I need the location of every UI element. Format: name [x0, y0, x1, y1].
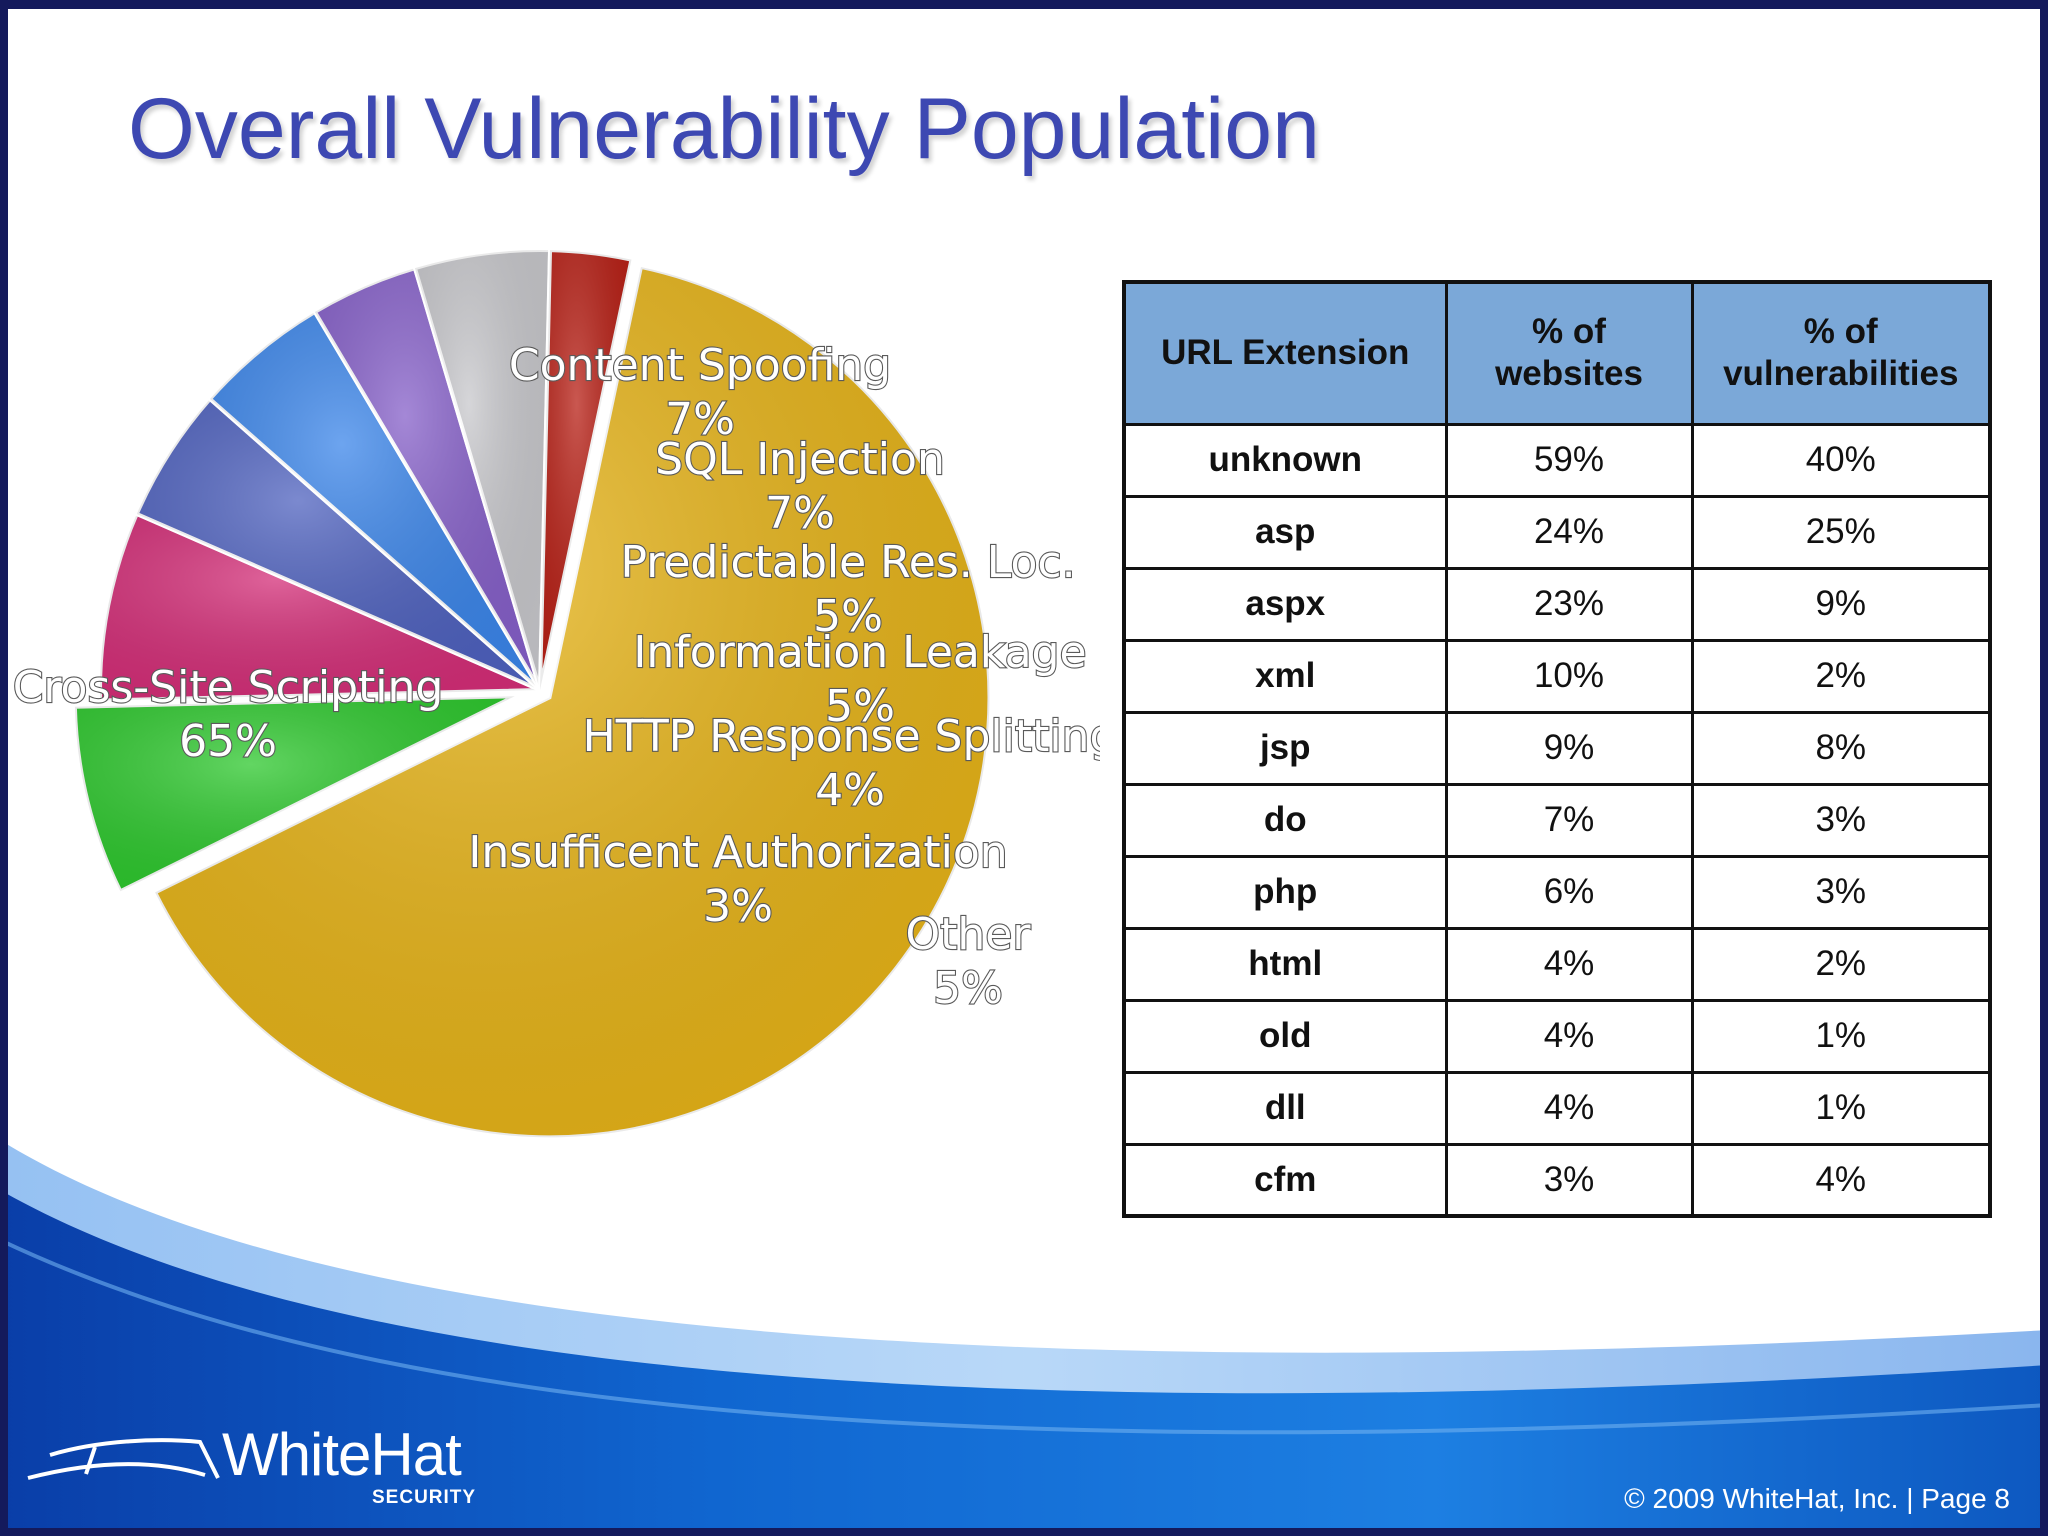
pie-slice-shading: [74, 696, 515, 892]
table-row: do 7% 3%: [1122, 782, 1992, 858]
table-row: jsp 9% 8%: [1122, 710, 1992, 786]
label-cross-site-scripting-value: 65%: [179, 716, 277, 767]
cell-extension: cfm: [1122, 1142, 1448, 1218]
cell-percent-websites: 7%: [1444, 782, 1694, 858]
cell-extension: do: [1122, 782, 1448, 858]
cell-extension: dll: [1122, 1070, 1448, 1146]
label-sql-injection: SQL Injection: [655, 434, 945, 485]
cell-extension: html: [1122, 926, 1448, 1002]
url-extension-table: URL Extension % of websites % of vulnera…: [1122, 280, 1992, 1218]
label-information-leakage-value: 5%: [825, 681, 895, 732]
header-percent-vulnerabilities: % of vulnerabilities: [1690, 280, 1992, 426]
cell-extension: php: [1122, 854, 1448, 930]
cell-extension: xml: [1122, 638, 1448, 714]
cell-percent-vulnerabilities: 40%: [1690, 422, 1992, 498]
label-content-spoofing-value: 7%: [665, 394, 735, 445]
footer-wave-highlight: [0, 1238, 2048, 1435]
cell-percent-websites: 59%: [1444, 422, 1694, 498]
pie-slice-shading: [155, 266, 990, 1138]
table-row: aspx 23% 9%: [1122, 566, 1992, 642]
pie-slice-shading: [540, 250, 632, 691]
cell-percent-vulnerabilities: 1%: [1690, 1070, 1992, 1146]
label-other-value: 5%: [933, 963, 1003, 1014]
label-content-spoofing: Content Spoofing: [509, 340, 891, 391]
label-cross-site-scripting: Cross-Site Scripting: [13, 662, 444, 713]
cell-percent-vulnerabilities: 9%: [1690, 566, 1992, 642]
cell-percent-vulnerabilities: 2%: [1690, 926, 1992, 1002]
pie-slice-shading: [209, 311, 540, 690]
pie-slice-shading: [100, 513, 540, 701]
header-url-extension: URL Extension: [1122, 280, 1448, 426]
cell-percent-websites: 4%: [1444, 998, 1694, 1074]
table-row: dll 4% 1%: [1122, 1070, 1992, 1146]
table-row: html 4% 2%: [1122, 926, 1992, 1002]
cell-percent-vulnerabilities: 1%: [1690, 998, 1992, 1074]
label-sql-injection-value: 7%: [765, 488, 835, 539]
table-row: old 4% 1%: [1122, 998, 1992, 1074]
cell-percent-websites: 9%: [1444, 710, 1694, 786]
cell-percent-websites: 23%: [1444, 566, 1694, 642]
table-row: unknown 59% 40%: [1122, 422, 1992, 498]
cell-extension: unknown: [1122, 422, 1448, 498]
cell-percent-websites: 10%: [1444, 638, 1694, 714]
cell-percent-websites: 4%: [1444, 926, 1694, 1002]
header-percent-websites: % of websites: [1444, 280, 1694, 426]
label-insufficent-authorization: Insufficent Authorization: [468, 827, 1007, 878]
cell-percent-websites: 6%: [1444, 854, 1694, 930]
cell-percent-vulnerabilities: 3%: [1690, 854, 1992, 930]
pie-slices: [72, 248, 992, 1140]
label-other: Other: [906, 909, 1032, 960]
label-http-response-splitting: HTTP Response Splitting: [583, 711, 1100, 762]
whitehat-logo-subtitle: SECURITY: [372, 1487, 477, 1508]
cell-percent-websites: 4%: [1444, 1070, 1694, 1146]
slide-title: Overall Vulnerability Population: [128, 81, 1320, 177]
copyright-page-number: © 2009 WhiteHat, Inc. | Page 8: [1624, 1483, 2010, 1514]
cell-extension: old: [1122, 998, 1448, 1074]
cell-percent-vulnerabilities: 3%: [1690, 782, 1992, 858]
pie-slice-shading: [414, 249, 551, 690]
cell-percent-vulnerabilities: 2%: [1690, 638, 1992, 714]
cell-percent-vulnerabilities: 25%: [1690, 494, 1992, 570]
cell-percent-vulnerabilities: 4%: [1690, 1142, 1992, 1218]
table-row: asp 24% 25%: [1122, 494, 1992, 570]
table-header-row: URL Extension % of websites % of vulnera…: [1122, 280, 1992, 426]
label-insufficent-authorization-value: 3%: [703, 881, 773, 932]
label-http-response-splitting-value: 4%: [815, 765, 885, 816]
cell-percent-vulnerabilities: 8%: [1690, 710, 1992, 786]
cell-extension: jsp: [1122, 710, 1448, 786]
cell-percent-websites: 24%: [1444, 494, 1694, 570]
table-row: cfm 3% 4%: [1122, 1142, 1992, 1218]
label-predictable-res-loc-value: 5%: [813, 591, 883, 642]
table-row: xml 10% 2%: [1122, 638, 1992, 714]
footer-wave-main: [0, 1190, 2048, 1536]
whitehat-logo-name: WhiteHat: [222, 1421, 462, 1488]
label-predictable-res-loc: Predictable Res. Loc.: [620, 537, 1075, 588]
pie-slice-shading: [314, 268, 540, 690]
cell-percent-websites: 3%: [1444, 1142, 1694, 1218]
cell-extension: asp: [1122, 494, 1448, 570]
table-row: php 6% 3%: [1122, 854, 1992, 930]
logo-swoosh-icon: [27, 1438, 220, 1480]
cell-extension: aspx: [1122, 566, 1448, 642]
pie-slice-shading: [136, 398, 540, 690]
label-information-leakage: Information Leakage: [633, 627, 1086, 678]
